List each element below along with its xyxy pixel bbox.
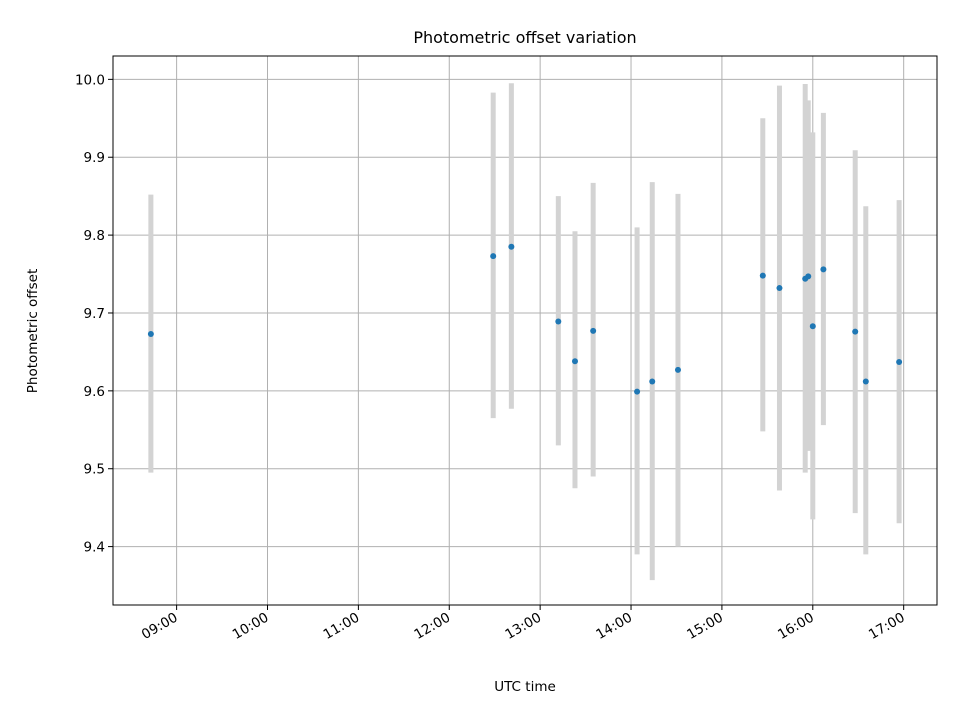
plot-frame xyxy=(112,55,938,606)
y-tick-label: 9.8 xyxy=(84,228,105,244)
data-point xyxy=(147,331,154,338)
chart-title: Photometric offset variation xyxy=(413,28,636,47)
y-tick-label: 9.5 xyxy=(84,462,105,478)
data-point xyxy=(896,359,903,366)
data-point xyxy=(571,358,578,365)
y-tick-label: 9.4 xyxy=(84,540,105,556)
data-point xyxy=(820,266,827,273)
data-point xyxy=(852,328,859,335)
data-point xyxy=(776,285,783,292)
data-point xyxy=(490,253,497,260)
y-tick-label: 9.9 xyxy=(84,150,105,166)
grid xyxy=(113,56,937,605)
data-point xyxy=(634,388,641,395)
data-point xyxy=(809,323,816,330)
y-tick-label: 9.6 xyxy=(84,384,105,400)
data-point xyxy=(508,243,515,250)
data-point xyxy=(649,378,656,385)
y-axis-label: Photometric offset xyxy=(25,269,41,393)
data-points xyxy=(147,243,903,395)
y-axis-ticks: 9.4 9.5 9.6 9.7 9.8 9.9 10.0 xyxy=(75,72,113,556)
data-point xyxy=(555,318,562,325)
data-point xyxy=(674,366,681,373)
data-point xyxy=(862,378,869,385)
data-point xyxy=(759,272,766,279)
y-tick-label: 10.0 xyxy=(75,72,105,88)
y-tick-label: 9.7 xyxy=(84,306,105,322)
x-axis-label: UTC time xyxy=(494,679,556,695)
data-point xyxy=(805,273,812,280)
data-point xyxy=(590,327,597,334)
